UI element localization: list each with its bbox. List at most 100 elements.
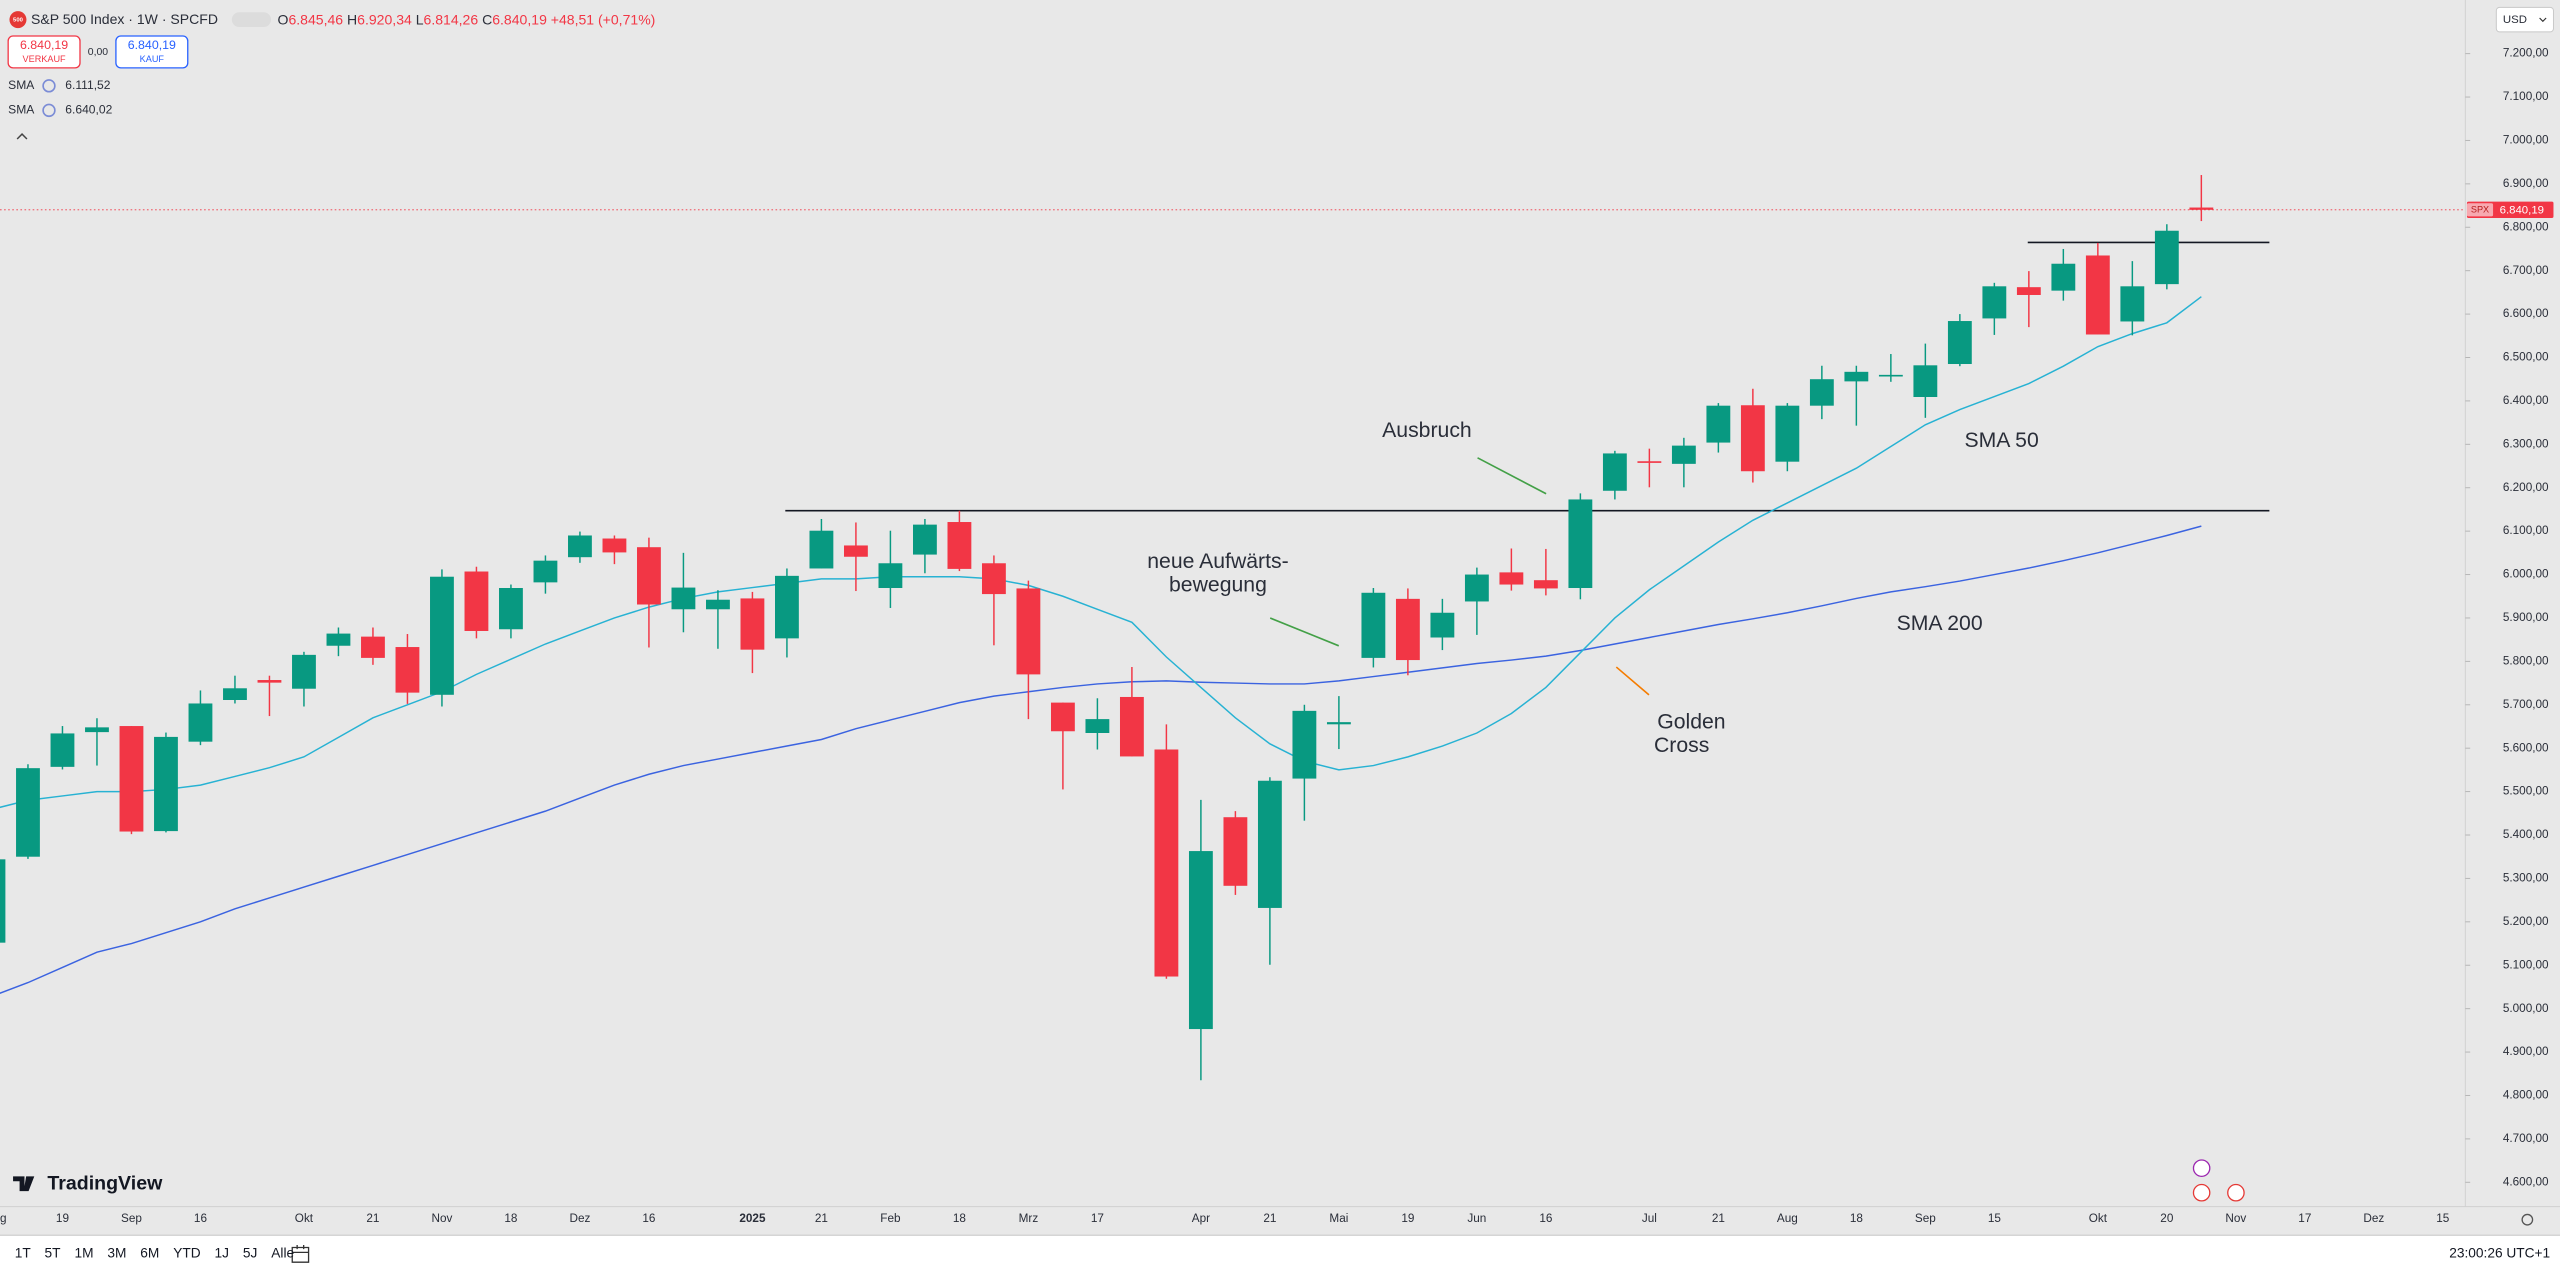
y-tick-label: 6.200,00: [2503, 481, 2549, 494]
annotation-text: bewegung: [1169, 574, 1267, 597]
candle-body: [775, 575, 799, 639]
candle-body: [809, 530, 834, 569]
range-button[interactable]: 1J: [215, 1246, 229, 1261]
range-button[interactable]: 3M: [107, 1246, 126, 1261]
indicator-name[interactable]: SMA: [8, 78, 35, 92]
y-tick-label: 6.300,00: [2503, 437, 2549, 450]
event-icon[interactable]: [2192, 1159, 2211, 1178]
x-tick-label: 18: [504, 1212, 518, 1225]
ohlc-key: C: [482, 11, 492, 27]
symbol-badge-label: SPX: [2471, 205, 2489, 215]
chart-background: [0, 0, 2560, 1235]
candle-body: [1568, 499, 1593, 589]
candle-body: [154, 736, 178, 832]
candle-body: [50, 733, 75, 767]
candle-body: [464, 571, 489, 631]
candle-body: [257, 680, 282, 683]
x-tick-label: Dez: [569, 1212, 590, 1225]
candle-body: [878, 563, 903, 589]
sell-price: 6.840,19: [20, 38, 68, 52]
candle-body: [1913, 365, 1938, 398]
spread: 0,00: [88, 47, 108, 58]
y-tick-label: 6.600,00: [2503, 307, 2549, 320]
x-tick-label: 17: [1091, 1212, 1104, 1225]
indicator-icon[interactable]: [42, 103, 56, 118]
y-tick-label: 4.800,00: [2503, 1089, 2549, 1102]
event-icon[interactable]: [2192, 1183, 2211, 1202]
y-tick-label: 5.300,00: [2503, 872, 2549, 885]
range-button[interactable]: YTD: [173, 1246, 201, 1261]
candle-body: [326, 633, 351, 646]
candle-body: [602, 538, 627, 553]
range-button[interactable]: 6M: [140, 1246, 159, 1261]
collapse-legend-button[interactable]: [16, 133, 28, 140]
clock: 23:00:26 UTC+1: [2449, 1246, 2550, 1261]
candle-body: [395, 647, 420, 693]
sma-line: [0, 296, 2202, 809]
range-button[interactable]: 1T: [15, 1246, 32, 1261]
annotation-text: SMA 200: [1897, 612, 1983, 635]
event-icon[interactable]: [2227, 1183, 2245, 1202]
settings-button[interactable]: [2521, 1213, 2534, 1226]
candle-body: [2154, 230, 2179, 285]
x-tick-label: 20: [2160, 1212, 2174, 1225]
y-tick-label: 5.100,00: [2503, 958, 2549, 971]
candle-body: [533, 560, 558, 583]
y-tick-label: 6.900,00: [2503, 177, 2549, 190]
candle-body: [1361, 592, 1386, 658]
candle-body: [223, 688, 247, 701]
range-button[interactable]: 1M: [74, 1246, 93, 1261]
x-tick-label: 15: [1988, 1212, 2002, 1225]
y-tick-label: 6.800,00: [2503, 220, 2549, 233]
candle-body: [981, 563, 1006, 595]
range-button[interactable]: 5T: [45, 1246, 62, 1261]
candle-body: [499, 588, 523, 630]
x-tick-label: 18: [953, 1212, 967, 1225]
candle-body: [1395, 598, 1420, 661]
buy-price: 6.840,19: [128, 38, 176, 52]
x-tick-label: Nov: [431, 1212, 452, 1225]
candle-body: [1533, 580, 1558, 589]
market-status-pill[interactable]: [231, 12, 272, 27]
sell-button[interactable]: [7, 35, 81, 69]
candle-body: [1809, 379, 1834, 406]
range-button[interactable]: Alle: [271, 1246, 294, 1261]
annotation-text: Ausbruch: [1382, 419, 1472, 442]
candle-body: [85, 727, 109, 733]
x-tick-label: Nov: [2225, 1212, 2246, 1225]
indicator-name[interactable]: SMA: [8, 103, 35, 117]
x-tick-label: 21: [366, 1212, 379, 1225]
y-tick-label: 6.000,00: [2503, 568, 2549, 581]
x-tick-label: Okt: [2089, 1212, 2108, 1225]
x-tick-label: 19: [56, 1212, 69, 1225]
x-tick-label: 21: [1263, 1212, 1276, 1225]
buy-button[interactable]: [115, 35, 189, 69]
y-tick-label: 6.500,00: [2503, 351, 2549, 364]
x-tick-label: Sep: [121, 1212, 142, 1225]
candle-body: [292, 654, 316, 689]
candle-body: [912, 524, 937, 555]
candle-body: [1844, 371, 1869, 382]
candle-body: [1602, 453, 1627, 491]
candle-body: [1188, 851, 1213, 1030]
y-tick-label: 5.200,00: [2503, 915, 2549, 928]
x-tick-label: 15: [2436, 1212, 2450, 1225]
y-tick-label: 6.100,00: [2503, 524, 2549, 537]
indicator-icon[interactable]: [42, 79, 56, 93]
x-tick-label: Mai: [1329, 1212, 1348, 1225]
x-tick-label: 18: [1850, 1212, 1864, 1225]
candle-body: [2120, 286, 2145, 322]
annotation-arrow: [1477, 457, 1547, 495]
indicator-value: 6.640,02: [65, 103, 112, 117]
range-button[interactable]: 5J: [243, 1246, 257, 1261]
y-tick-label: 6.400,00: [2503, 394, 2549, 407]
annotation-text: Cross: [1654, 734, 1709, 757]
currency-selector[interactable]: [2495, 6, 2554, 33]
candle-body: [1775, 405, 1800, 462]
candle-body: [430, 576, 454, 695]
symbol-logo: [9, 11, 27, 29]
ohlc-value: 6.814,26: [424, 11, 479, 27]
candle-body: [947, 522, 972, 569]
y-tick-label: 4.900,00: [2503, 1045, 2549, 1058]
symbol-title[interactable]: S&P 500 Index · 1W · SPCFD: [31, 11, 218, 27]
